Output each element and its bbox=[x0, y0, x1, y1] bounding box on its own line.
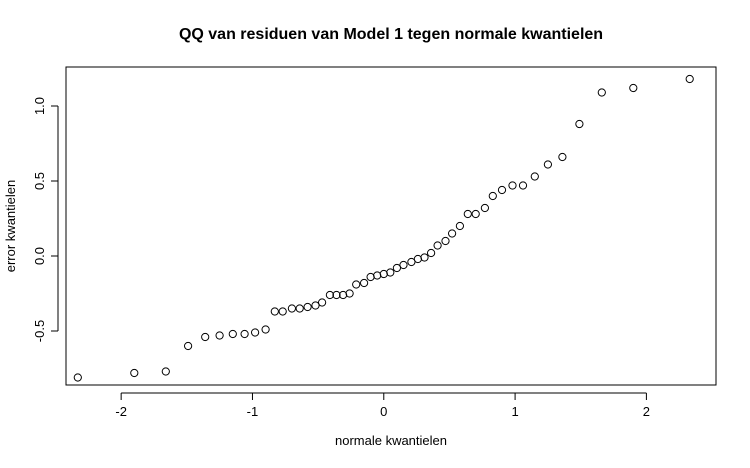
data-point-13 bbox=[287, 304, 296, 313]
chart-title: QQ van residuen van Model 1 tegen normal… bbox=[179, 26, 603, 43]
data-point-40 bbox=[480, 203, 489, 213]
x-tick-label: 0 bbox=[380, 404, 387, 419]
data-point-44 bbox=[518, 181, 528, 190]
data-point-31 bbox=[413, 254, 422, 264]
data-point-2 bbox=[130, 368, 139, 378]
data-point-50 bbox=[629, 83, 638, 93]
data-point-14 bbox=[295, 304, 304, 313]
data-point-29 bbox=[399, 260, 408, 270]
data-point-49 bbox=[597, 88, 606, 97]
data-point-5 bbox=[201, 332, 210, 342]
data-point-36 bbox=[448, 229, 457, 238]
data-point-39 bbox=[471, 209, 480, 219]
data-point-35 bbox=[441, 236, 450, 246]
x-tick-label: -1 bbox=[247, 404, 259, 419]
x-tick-label: -2 bbox=[115, 404, 127, 419]
data-point-32 bbox=[420, 253, 429, 262]
data-point-48 bbox=[575, 119, 584, 129]
data-point-37 bbox=[455, 221, 464, 231]
data-point-28 bbox=[392, 263, 401, 273]
data-point-24 bbox=[366, 272, 375, 282]
y-axis: -0.5 0.0 0.5 1.0 bbox=[32, 97, 59, 342]
data-point-16 bbox=[311, 301, 320, 310]
data-point-6 bbox=[215, 331, 224, 340]
y-axis-label: error kwantielen bbox=[3, 180, 18, 273]
data-point-41 bbox=[488, 191, 497, 201]
x-tick-label: 1 bbox=[511, 404, 518, 419]
data-point-8 bbox=[240, 329, 249, 339]
y-tick-label: 1.0 bbox=[32, 97, 47, 115]
data-point-33 bbox=[427, 248, 436, 258]
data-point-26 bbox=[379, 269, 388, 279]
data-point-25 bbox=[373, 271, 382, 280]
data-point-34 bbox=[433, 241, 442, 250]
data-point-19 bbox=[332, 290, 341, 300]
data-point-23 bbox=[360, 278, 369, 288]
data-point-43 bbox=[508, 181, 517, 190]
data-point-3 bbox=[161, 367, 170, 376]
y-tick-label: 0.0 bbox=[32, 247, 47, 265]
x-axis: -2 -1 0 1 2 bbox=[115, 392, 650, 419]
data-point-38 bbox=[463, 209, 472, 219]
data-point-4 bbox=[184, 341, 193, 351]
data-point-42 bbox=[497, 185, 507, 195]
data-point-11 bbox=[270, 307, 279, 316]
data-point-17 bbox=[318, 298, 327, 307]
data-points bbox=[73, 74, 694, 382]
data-point-10 bbox=[261, 325, 270, 334]
data-point-47 bbox=[558, 152, 567, 162]
data-point-51 bbox=[685, 74, 694, 84]
data-point-27 bbox=[386, 268, 395, 277]
y-tick-label: -0.5 bbox=[32, 320, 47, 342]
data-point-15 bbox=[303, 302, 312, 312]
x-axis-label: normale kwantielen bbox=[335, 433, 447, 448]
plot-frame bbox=[65, 66, 717, 386]
data-point-46 bbox=[543, 160, 553, 169]
data-point-9 bbox=[251, 328, 260, 337]
data-point-18 bbox=[325, 290, 334, 300]
data-point-21 bbox=[345, 289, 354, 298]
data-point-12 bbox=[278, 307, 287, 316]
x-tick-label: 2 bbox=[643, 404, 650, 419]
data-point-7 bbox=[228, 329, 237, 339]
data-point-45 bbox=[530, 172, 539, 181]
data-point-22 bbox=[352, 280, 361, 289]
data-point-1 bbox=[73, 373, 82, 382]
y-tick-label: 0.5 bbox=[32, 172, 47, 190]
data-point-30 bbox=[407, 257, 416, 267]
